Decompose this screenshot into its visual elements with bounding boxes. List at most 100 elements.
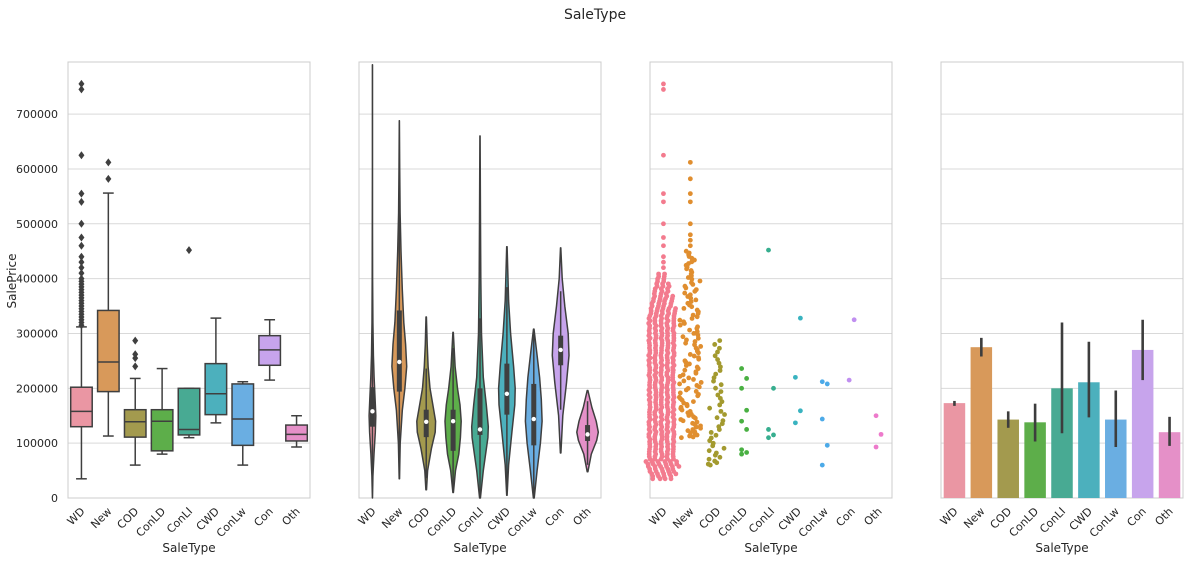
- swarm-point: [716, 424, 722, 430]
- swarm-point: [695, 324, 700, 330]
- violin-median: [504, 391, 510, 396]
- swarm-point: [678, 435, 684, 441]
- bar: [1158, 432, 1181, 498]
- x-tick-label: Con: [833, 505, 857, 529]
- swarm-point: [691, 377, 696, 382]
- swarm-point: [681, 378, 687, 384]
- swarm-WD: [643, 81, 682, 482]
- swarm-point: [873, 444, 879, 450]
- swarm-point: [656, 271, 661, 277]
- violin-iqr: [477, 388, 483, 435]
- swarm-point: [771, 432, 776, 438]
- x-tick-label: ConLw: [505, 505, 540, 540]
- box-iqr: [69, 386, 93, 428]
- box-flier: [78, 274, 85, 283]
- swarm-point: [670, 293, 676, 299]
- bar-ConLI: [1051, 322, 1073, 498]
- box-Con: [258, 319, 282, 381]
- box-flier: [78, 219, 85, 228]
- swarm-point: [685, 386, 691, 391]
- swarm-band: [676, 248, 704, 441]
- swarm-point: [711, 378, 716, 384]
- swarm-point: [718, 389, 724, 395]
- bar-CWD: [1078, 341, 1100, 498]
- violin-COD: [416, 316, 437, 491]
- swarm-point: [707, 405, 713, 411]
- swarm-point: [715, 357, 720, 362]
- swarm-point: [661, 243, 666, 249]
- swarm-point: [662, 271, 667, 277]
- x-tick-label: ConLI: [746, 505, 777, 536]
- swarm-point: [792, 420, 798, 426]
- swarm-point: [713, 450, 719, 456]
- swarm-point: [689, 280, 694, 286]
- x-axis-label: SaleType: [453, 541, 506, 555]
- swarm-point: [682, 367, 688, 373]
- swarm-point: [687, 199, 693, 205]
- swarm-point: [676, 394, 682, 400]
- box-flier: [132, 336, 139, 345]
- swarm-point: [744, 450, 750, 455]
- swarm-point: [677, 322, 683, 328]
- bar: [1024, 422, 1046, 498]
- x-tick-label: ConLw: [214, 505, 249, 540]
- boxplot-panel: 0 100000 200000 300000 400000 500000 600000 700…: [16, 61, 311, 555]
- swarm-point: [661, 87, 666, 92]
- swarm-point: [643, 459, 649, 464]
- swarm-point: [687, 232, 693, 238]
- box-COD: [123, 336, 147, 466]
- swarm-point: [698, 423, 703, 429]
- swarm-point: [688, 268, 694, 273]
- box-flier: [78, 258, 85, 267]
- swarm-point: [717, 454, 723, 460]
- swarm-ConLI: [766, 247, 776, 441]
- box-iqr: [231, 383, 255, 447]
- swarm-ConLD: [739, 366, 750, 457]
- swarm-point: [717, 345, 722, 351]
- swarm-point: [739, 447, 745, 453]
- violin-iqr: [531, 383, 537, 446]
- box-flier: [78, 233, 85, 242]
- x-tick-label: ConLD: [134, 505, 169, 540]
- violin-ConLD: [444, 331, 462, 494]
- bar-ConLw: [1105, 390, 1127, 498]
- x-tick-label: New: [88, 505, 114, 531]
- box-flier: [78, 85, 85, 94]
- swarm-CWD: [792, 315, 803, 426]
- x-tick-label: ConLI: [164, 505, 195, 536]
- x-tick-label: New: [379, 505, 405, 531]
- box-flier: [186, 246, 192, 255]
- box-iqr: [204, 362, 228, 416]
- swarm-point: [715, 392, 721, 398]
- box-flier: [105, 174, 112, 183]
- swarm-point: [698, 380, 704, 385]
- bar: [997, 419, 1019, 498]
- box-iqr: [285, 424, 309, 442]
- swarm-point: [878, 431, 884, 437]
- box-flier: [132, 362, 139, 371]
- box-flier: [78, 263, 85, 272]
- x-tick-label: ConLD: [716, 505, 751, 540]
- swarm-point: [661, 221, 666, 227]
- swarm-point: [693, 287, 699, 293]
- y-tick-label: 700000: [16, 108, 58, 121]
- box-ConLD: [150, 367, 174, 455]
- bar: [1105, 419, 1127, 498]
- swarm-point: [718, 364, 723, 370]
- swarm-point: [691, 353, 697, 359]
- swarm-point: [705, 461, 711, 467]
- box-Oth: [285, 414, 309, 448]
- swarm-point: [708, 435, 714, 441]
- swarm-point: [744, 407, 750, 413]
- bar: [943, 403, 966, 498]
- violin-median: [558, 347, 563, 353]
- swarm-point: [661, 265, 666, 271]
- violin-median: [450, 419, 456, 424]
- x-tick-label: WD: [938, 505, 961, 528]
- x-tick-label: Con: [1124, 505, 1148, 529]
- violin-iqr: [369, 387, 375, 427]
- violin-ConLw: [524, 328, 543, 499]
- box-flier: [78, 189, 85, 198]
